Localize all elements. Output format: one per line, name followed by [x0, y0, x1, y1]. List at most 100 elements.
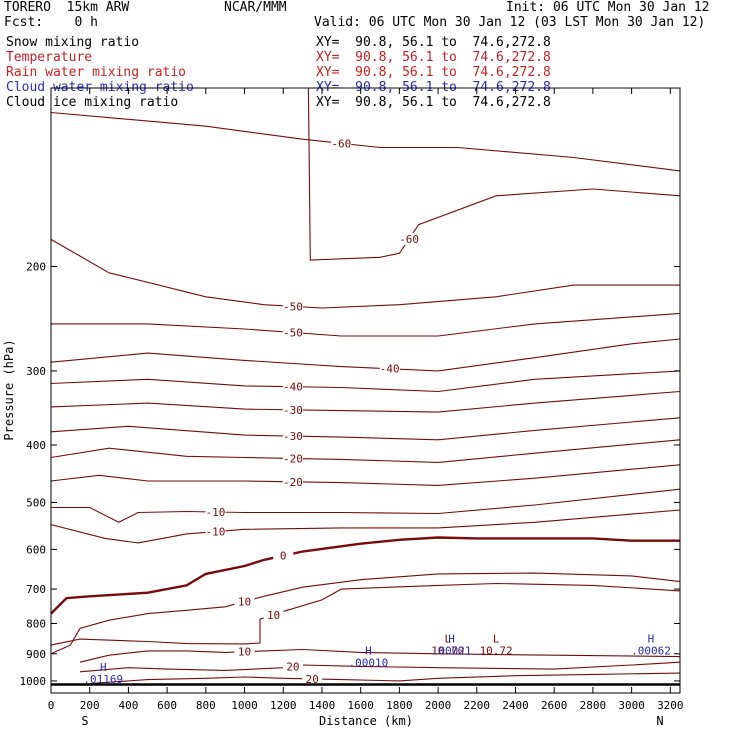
isotherm-layer: -60 -60 -50 -50 -40 -40 -30 -30 -20 -20 -10 -10 0 10 1…	[50, 87, 681, 686]
x-tick-label: 1400	[309, 699, 336, 712]
low-marker: L	[493, 633, 500, 646]
isotherm-label-bg	[399, 232, 420, 245]
isotherm-line	[50, 338, 681, 372]
endpoint-right-label: N	[656, 714, 663, 728]
extremum-value: .00021	[432, 645, 472, 658]
y-tick-label: 300	[26, 365, 46, 378]
high-marker: H	[365, 645, 372, 658]
y-tick-label: 800	[26, 617, 46, 630]
center-label: NCAR/MMM	[224, 0, 287, 15]
isotherm-line	[307, 87, 681, 261]
isotherm-label: -40	[380, 363, 400, 376]
x-tick-label: 2200	[464, 699, 491, 712]
isotherm-line	[51, 312, 681, 337]
x-tick-label: 600	[157, 699, 177, 712]
x-tick-label: 2000	[425, 699, 452, 712]
isotherm-label-bg	[234, 595, 255, 608]
isotherm-label: -30	[283, 430, 303, 443]
y-tick-label: 1000	[20, 675, 47, 688]
isotherm-line	[51, 488, 681, 523]
isotherm-label-bg	[205, 525, 226, 538]
isotherm-label-bg	[273, 549, 294, 562]
x-tick-label: 1200	[270, 699, 297, 712]
y-tick-label: 500	[26, 496, 46, 509]
x-axis-label: Distance (km)	[319, 714, 413, 728]
field-xy-temperature: XY= 90.8, 56.1 to 74.6,272.8	[316, 50, 551, 65]
extremum-value: .00010	[349, 657, 389, 670]
isotherm-label-bg	[282, 300, 303, 313]
x-tick-label: 1800	[386, 699, 413, 712]
high-marker: H	[100, 661, 107, 674]
forecast-hour: Fcst: 0 h	[4, 15, 98, 30]
field-name-temperature: Temperature	[6, 50, 93, 65]
isotherm-label: -20	[283, 452, 303, 465]
valid-time: Valid: 06 UTC Mon 30 Jan 12 (03 LST Mon …	[314, 15, 706, 30]
isotherm-label: -50	[283, 327, 303, 340]
y-tick-label: 700	[26, 583, 46, 596]
y-tick-label: 900	[26, 648, 46, 661]
y-tick-label: 600	[26, 543, 46, 556]
isotherm-label-bg	[282, 326, 303, 339]
x-tick-label: 200	[80, 699, 100, 712]
extremum-value: .00062	[631, 645, 671, 658]
field-xy-snow: XY= 90.8, 56.1 to 74.6,272.8	[316, 35, 551, 50]
isotherm-label: -20	[283, 476, 303, 489]
isotherm-line	[79, 648, 681, 663]
y-axis-label: Pressure (hPa)	[2, 339, 16, 440]
isotherm-label: -10	[206, 506, 226, 519]
isotherm-label: -10	[206, 526, 226, 539]
isotherm-line	[50, 536, 680, 615]
x-tick-label: 3200	[657, 699, 684, 712]
isotherm-label: 10	[238, 646, 251, 659]
extremum-value: 10.70	[431, 645, 464, 658]
isotherm-label-bg	[205, 506, 226, 519]
isotherm-label-bg	[302, 672, 323, 685]
isotherm-line	[89, 672, 681, 685]
x-tick-label: 0	[48, 699, 55, 712]
x-tick-label: 800	[196, 699, 216, 712]
field-xy-cloud-ice: XY= 90.8, 56.1 to 74.6,272.8	[316, 95, 551, 110]
x-tick-label: 400	[118, 699, 138, 712]
extremum-value: .01169	[83, 673, 123, 686]
isotherm-label: 20	[306, 673, 319, 686]
isotherm-label-bg	[282, 380, 303, 393]
isotherm-line	[50, 390, 681, 413]
isotherm-label: -60	[331, 137, 351, 150]
axes-layer: 0 200 400 600 800 1000 1200 1400 1600 1800 2000 220…	[20, 88, 684, 712]
isotherm-line	[50, 509, 681, 544]
field-name-rain: Rain water mixing ratio	[6, 65, 187, 80]
x-tick-label: 3000	[618, 699, 645, 712]
extremum-value: 10.72	[480, 645, 513, 658]
isotherm-label: -60	[399, 233, 419, 246]
isotherm-line	[50, 464, 681, 486]
x-tick-label: 1000	[231, 699, 258, 712]
isotherm-line	[50, 238, 680, 309]
isotherm-label: -30	[283, 404, 303, 417]
isotherm-label-bg	[379, 362, 400, 375]
high-marker: H	[648, 633, 655, 646]
x-tick-label: 1600	[347, 699, 374, 712]
isotherm-label: 20	[286, 660, 299, 673]
field-name-cloud-ice: Cloud ice mixing ratio	[6, 95, 179, 110]
model-title: TORERO 15km ARW	[4, 0, 130, 15]
low-marker: L	[444, 633, 451, 646]
y-tick-label: 400	[26, 439, 46, 452]
isotherm-line	[50, 417, 681, 441]
isotherm-line	[50, 370, 681, 393]
isotherm-line	[50, 439, 681, 463]
init-time: Init: 06 UTC Mon 30 Jan 12	[506, 0, 710, 15]
isotherm-label-bg	[282, 452, 303, 465]
isotherm-label-bg	[234, 645, 255, 658]
isotherm-label-bg	[263, 608, 284, 621]
endpoint-left-label: S	[81, 714, 88, 728]
isotherm-label-bg	[282, 660, 303, 673]
isotherm-label: -40	[283, 381, 303, 394]
x-tick-label: 2400	[502, 699, 529, 712]
field-name-snow: Snow mixing ratio	[6, 35, 140, 50]
isotherm-label: 10	[238, 596, 251, 609]
isotherm-label-bg	[331, 137, 352, 150]
field-xy-rain: XY= 90.8, 56.1 to 74.6,272.8	[316, 65, 551, 80]
isotherm-label: -50	[283, 300, 303, 313]
